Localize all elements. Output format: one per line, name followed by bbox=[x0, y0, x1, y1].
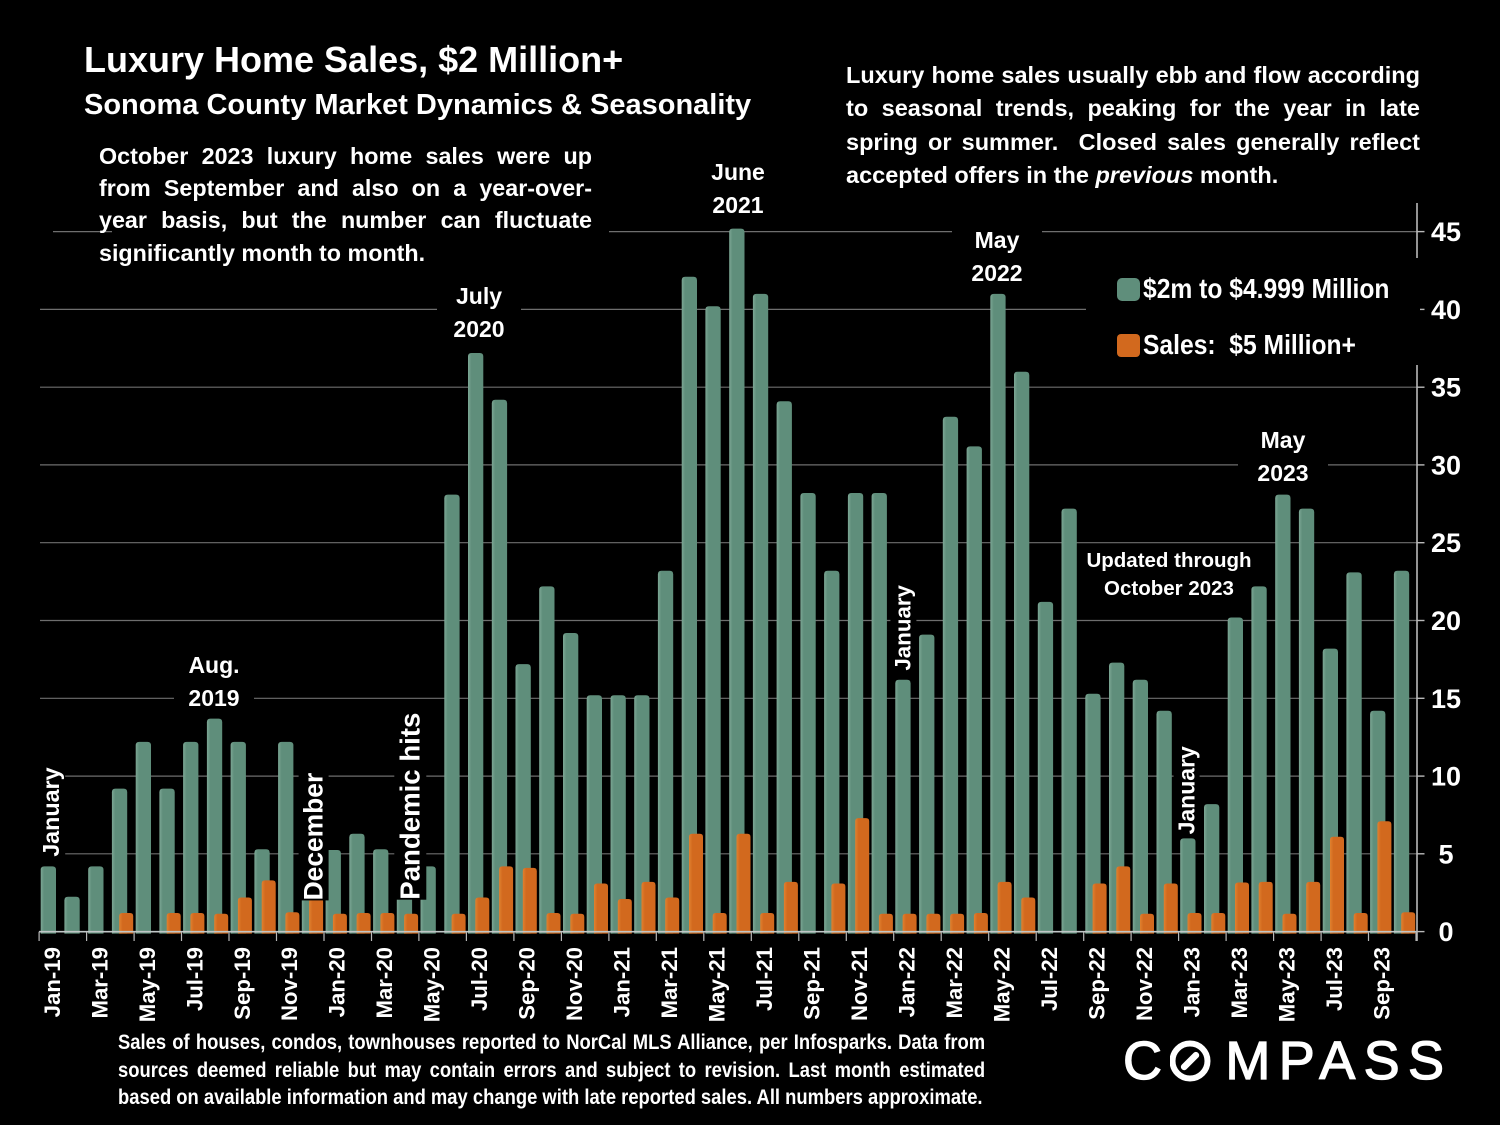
svg-text:0: 0 bbox=[1438, 917, 1453, 947]
svg-text:Mar-19: Mar-19 bbox=[87, 947, 112, 1019]
svg-text:25: 25 bbox=[1431, 528, 1461, 558]
svg-text:May-21: May-21 bbox=[705, 947, 730, 1022]
svg-text:Nov-22: Nov-22 bbox=[1132, 947, 1157, 1021]
svg-text:Jul-22: Jul-22 bbox=[1037, 947, 1062, 1011]
svg-text:Jan-20: Jan-20 bbox=[325, 947, 350, 1017]
svg-text:Sep-23: Sep-23 bbox=[1369, 947, 1394, 1020]
svg-text:40: 40 bbox=[1431, 295, 1461, 325]
svg-text:Jan-21: Jan-21 bbox=[610, 947, 635, 1017]
svg-text:Jan-22: Jan-22 bbox=[895, 947, 920, 1017]
svg-text:May-20: May-20 bbox=[420, 947, 445, 1022]
svg-text:Nov-21: Nov-21 bbox=[847, 947, 872, 1021]
svg-text:Nov-19: Nov-19 bbox=[277, 947, 302, 1021]
svg-text:Sep-22: Sep-22 bbox=[1084, 947, 1109, 1020]
svg-text:Jul-20: Jul-20 bbox=[467, 947, 492, 1011]
svg-text:Sep-21: Sep-21 bbox=[800, 947, 825, 1020]
svg-text:35: 35 bbox=[1431, 373, 1461, 403]
svg-text:30: 30 bbox=[1431, 450, 1461, 480]
svg-text:Mar-21: Mar-21 bbox=[657, 947, 682, 1019]
svg-text:May-19: May-19 bbox=[135, 947, 160, 1022]
svg-text:Mar-23: Mar-23 bbox=[1227, 947, 1252, 1019]
svg-text:Nov-20: Nov-20 bbox=[562, 947, 587, 1021]
svg-text:20: 20 bbox=[1431, 606, 1461, 636]
svg-text:Jul-19: Jul-19 bbox=[182, 947, 207, 1011]
svg-text:Jan-19: Jan-19 bbox=[40, 947, 65, 1017]
svg-text:Jul-21: Jul-21 bbox=[752, 947, 777, 1011]
svg-text:Sep-19: Sep-19 bbox=[230, 947, 255, 1020]
svg-text:Mar-20: Mar-20 bbox=[372, 947, 397, 1019]
svg-text:5: 5 bbox=[1438, 839, 1453, 869]
svg-text:45: 45 bbox=[1431, 217, 1461, 247]
svg-text:Sep-20: Sep-20 bbox=[515, 947, 540, 1020]
svg-text:May-22: May-22 bbox=[989, 947, 1014, 1022]
svg-text:10: 10 bbox=[1431, 762, 1461, 792]
svg-text:Mar-22: Mar-22 bbox=[942, 947, 967, 1019]
svg-text:15: 15 bbox=[1431, 684, 1461, 714]
svg-text:May-23: May-23 bbox=[1274, 947, 1299, 1022]
svg-text:Jan-23: Jan-23 bbox=[1179, 947, 1204, 1017]
svg-text:Jul-23: Jul-23 bbox=[1322, 947, 1347, 1011]
